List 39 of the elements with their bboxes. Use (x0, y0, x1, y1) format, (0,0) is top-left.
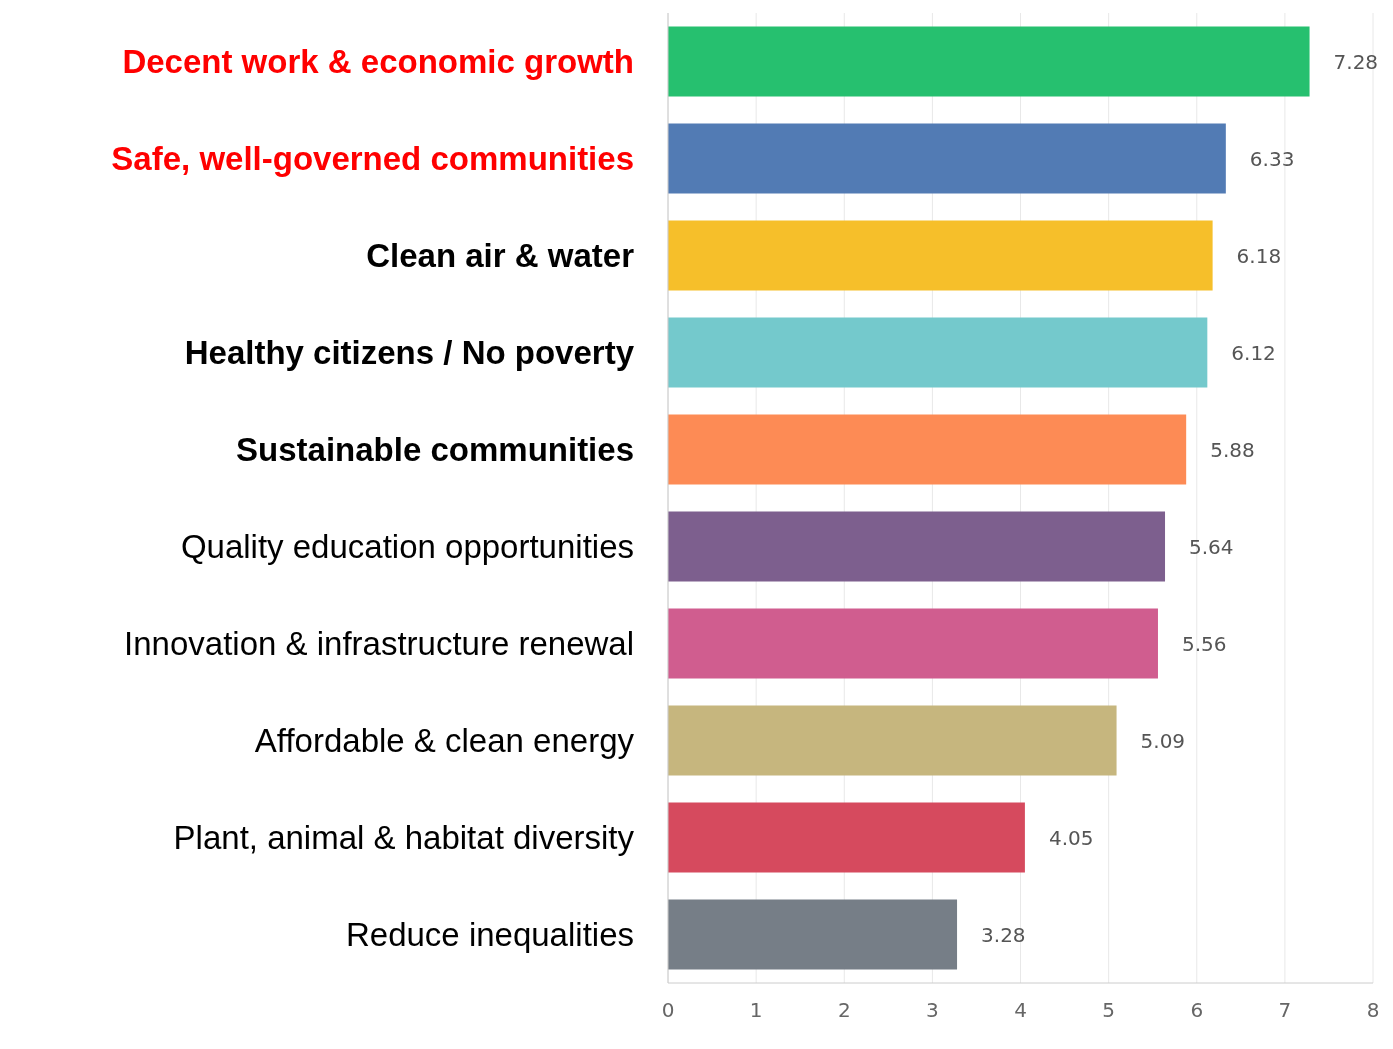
bar (668, 608, 1158, 679)
data-label: 5.64 (1189, 534, 1234, 559)
x-tick-label: 0 (661, 998, 675, 1023)
bar (668, 414, 1187, 485)
bar (668, 317, 1208, 388)
y-tick-label: Sustainable communities (236, 430, 634, 468)
x-tick-label: 7 (1278, 998, 1292, 1023)
x-tick-label: 3 (926, 998, 939, 1023)
x-tick-label: 8 (1366, 998, 1380, 1023)
y-tick-label: Decent work & economic growth (122, 42, 634, 80)
y-tick-label: Affordable & clean energy (254, 721, 635, 759)
data-label: 6.33 (1249, 146, 1295, 171)
y-tick-label: Healthy citizens / No poverty (184, 333, 635, 371)
data-label: 7.28 (1333, 49, 1379, 74)
data-label: 4.05 (1048, 825, 1094, 850)
y-tick-label: Innovation & infrastructure renewal (124, 624, 634, 662)
bar (668, 26, 1310, 97)
bar (668, 220, 1213, 291)
x-tick-label: 4 (1014, 998, 1027, 1023)
bar (668, 899, 958, 970)
data-label: 3.28 (981, 922, 1026, 947)
x-tick-label: 2 (837, 998, 851, 1023)
y-tick-label: Safe, well-governed communities (111, 139, 634, 177)
x-tick-label: 1 (749, 998, 763, 1023)
bar (668, 705, 1117, 776)
bar (668, 123, 1226, 194)
y-tick-label: Quality education opportunities (180, 527, 634, 565)
data-label: 5.09 (1140, 728, 1186, 753)
data-label: 6.12 (1231, 340, 1276, 365)
bar (668, 802, 1025, 873)
y-tick-label: Plant, animal & habitat diversity (173, 818, 635, 856)
y-tick-label: Clean air & water (366, 236, 635, 274)
data-label: 5.56 (1181, 631, 1227, 656)
x-tick-label: 6 (1190, 998, 1204, 1023)
x-tick-label: 5 (1102, 998, 1115, 1023)
bar (668, 511, 1166, 582)
data-label: 6.18 (1236, 243, 1282, 268)
data-label: 5.88 (1210, 437, 1255, 462)
y-tick-label: Reduce inequalities (345, 915, 634, 953)
